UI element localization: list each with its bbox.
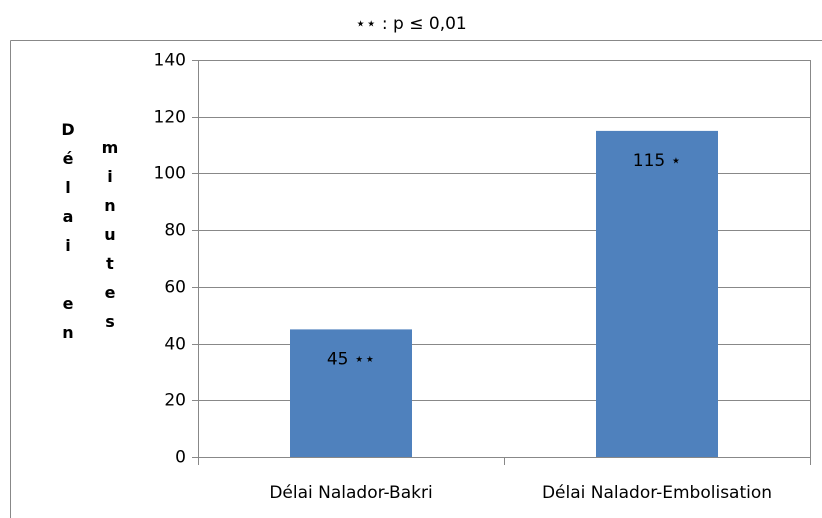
chart-title: ⋆⋆ : p ≤ 0,01 xyxy=(355,14,467,34)
bar xyxy=(290,329,412,457)
y-tick-label: 100 xyxy=(154,164,186,184)
y-axis-label: minutes xyxy=(101,138,120,341)
bar xyxy=(596,130,718,457)
y-tick-label: 0 xyxy=(175,448,186,468)
x-tick-label: Délai Nalador-Bakri xyxy=(269,483,432,503)
y-tick-label: 80 xyxy=(164,221,186,241)
y-tick-label: 140 xyxy=(154,51,186,71)
y-tick-label: 120 xyxy=(154,108,186,128)
y-tick-label: 60 xyxy=(164,278,186,298)
y-tick-label: 20 xyxy=(164,391,186,411)
data-label: 45 ⋆⋆ xyxy=(327,349,375,369)
y-axis-label: Délai en xyxy=(59,120,78,352)
y-tick-label: 40 xyxy=(164,335,186,355)
data-label: 115 ⋆ xyxy=(633,151,682,171)
x-tick-label: Délai Nalador-Embolisation xyxy=(542,483,772,503)
